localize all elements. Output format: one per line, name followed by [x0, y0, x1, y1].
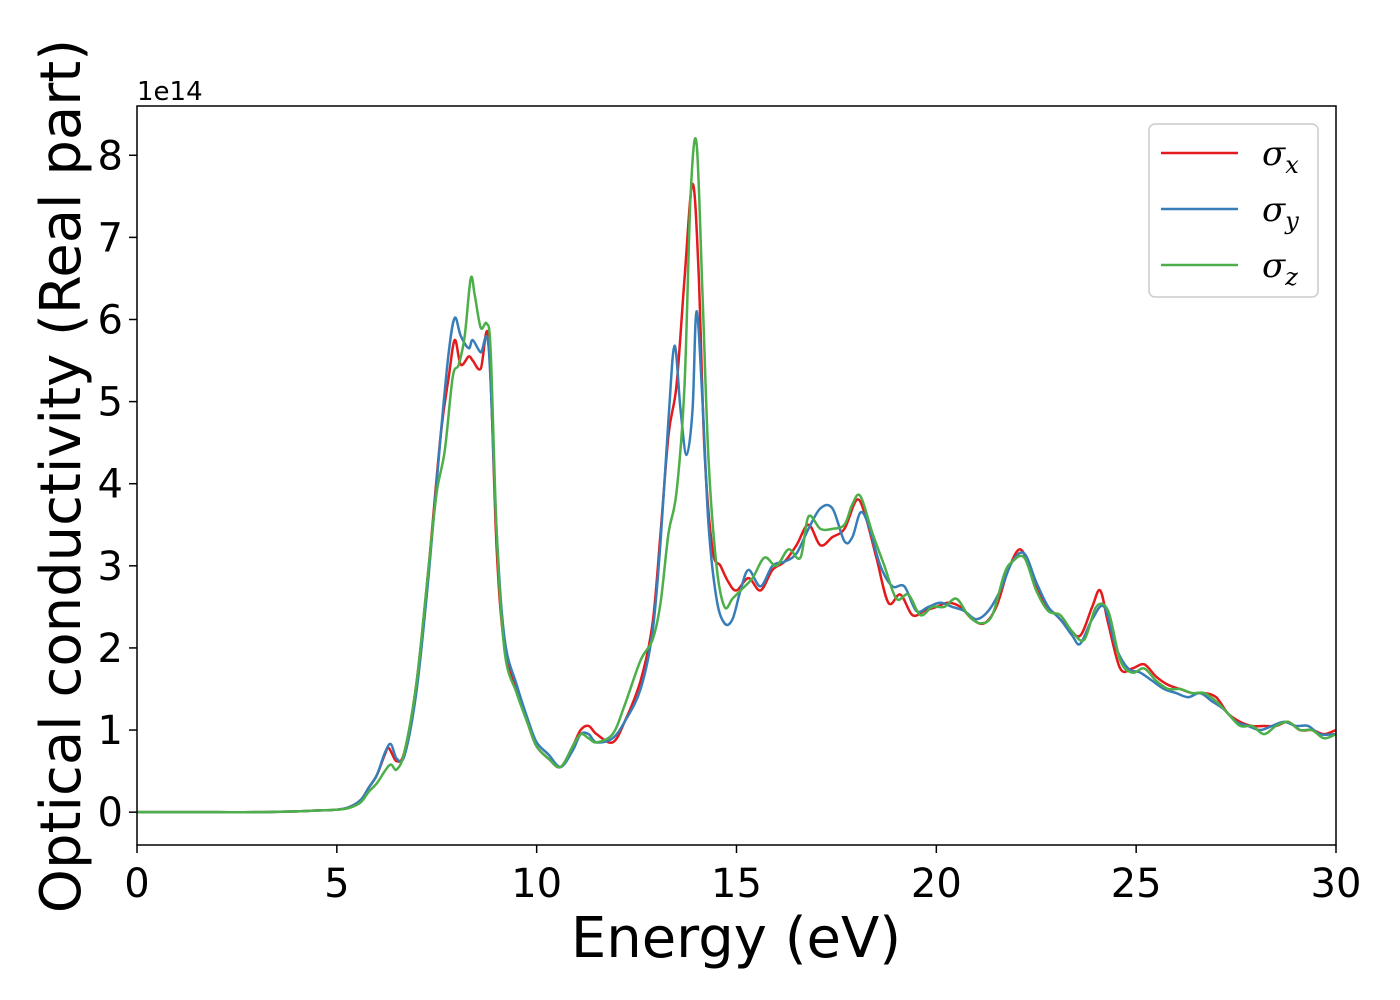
- x-tick-label: 30: [1311, 861, 1362, 907]
- x-axis-title: Energy (eV): [571, 906, 901, 971]
- y-tick-label: 4: [98, 462, 123, 508]
- x-tick-label: 10: [511, 861, 562, 907]
- y-tick-label: 7: [98, 215, 123, 261]
- y-tick-label: 5: [98, 380, 123, 426]
- x-tick-label: 20: [911, 861, 962, 907]
- plot-area: [137, 137, 1336, 814]
- legend-label-x: σx: [1262, 134, 1299, 179]
- y-tick-label: 1: [98, 708, 123, 754]
- series-line-z: [137, 137, 1336, 814]
- series-line-y: [137, 310, 1336, 814]
- y-tick-label: 3: [98, 544, 123, 590]
- plot-frame: [136, 105, 1337, 846]
- x-tick-label: 5: [324, 861, 349, 907]
- y-tick-label: 0: [98, 790, 123, 836]
- legend-label-y: σy: [1262, 190, 1299, 235]
- y-offset-label: 1e14: [137, 77, 203, 107]
- y-tick-label: 2: [98, 626, 123, 672]
- y-axis-ticks: 0 1 2 3 4 5 6 7 8: [98, 133, 137, 836]
- legend-label-z: σz: [1262, 246, 1298, 291]
- legend-box: [1148, 123, 1319, 298]
- legend: σx σy σz: [1148, 123, 1319, 298]
- y-axis-title: Optical conductivity (Real part): [29, 39, 94, 913]
- x-tick-label: 15: [711, 861, 762, 907]
- y-tick-label: 8: [98, 133, 123, 179]
- x-tick-label: 0: [124, 861, 149, 907]
- y-tick-label: 6: [98, 297, 123, 343]
- x-tick-label: 25: [1111, 861, 1162, 907]
- x-axis-ticks: 0 5 10 15 20 25 30: [124, 845, 1361, 907]
